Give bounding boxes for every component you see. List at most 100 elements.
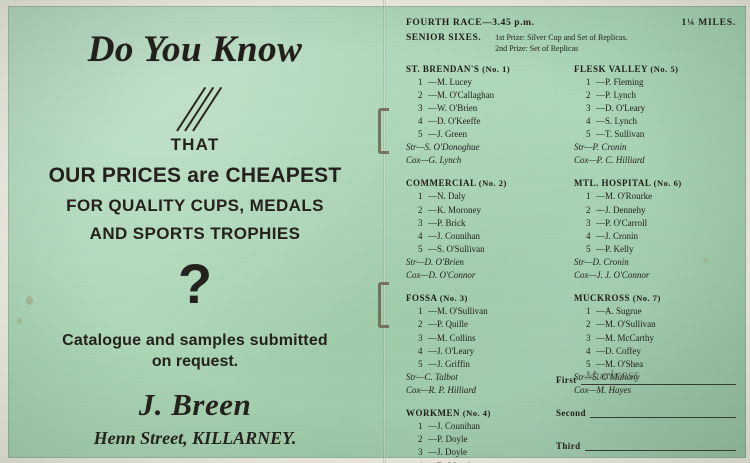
crew-member: Str—D. O'Brien xyxy=(406,256,564,269)
crew-member: 4 —J. Counihan xyxy=(418,230,564,243)
crew-block: ST. BRENDAN'S (No. 1) 1 —M. Lucey 2 —M. O'Ca… xyxy=(406,64,564,168)
crew-member-name: —P. Doyle xyxy=(428,434,468,445)
crew-member-name: —D. Murphy xyxy=(428,461,477,463)
crew-number: (No. 2) xyxy=(478,178,507,189)
crew-member-name: —J. Griffin xyxy=(428,358,470,369)
staple-top xyxy=(378,108,389,154)
advert-line-trophies: AND SPORTS TROPHIES xyxy=(89,224,301,243)
crew-column-right: FLESK VALLEY (No. 5) 1 —P. Fleming 2 —P. Lyn… xyxy=(574,64,732,463)
crew-member: 3 —P. O'Carroll xyxy=(586,217,732,230)
crew-block: COMMERCIAL (No. 2) 1 —N. Daly 2 —K. Moroney 3… xyxy=(406,178,564,282)
result-place-label: Second xyxy=(556,408,586,418)
race-distance: 1¼ MILES. xyxy=(681,18,736,28)
crew-number: (No. 6) xyxy=(653,178,682,189)
diagonal-stripes-ornament xyxy=(160,81,230,132)
crew-member-name: —P. Fleming xyxy=(596,76,644,87)
crew-member-position: 2 xyxy=(418,204,423,215)
crew-member-position: 1 xyxy=(418,191,423,202)
crew-member: 1 —P. Fleming xyxy=(586,76,732,89)
crew-member-position: 4 xyxy=(418,460,428,463)
prize-first: 1st Prize: Silver Cup and Set of Replica… xyxy=(495,33,628,42)
crew-member: 3 —J. Doyle xyxy=(418,446,564,459)
crew-member: Str—S. O'Mahony xyxy=(574,371,732,384)
crew-member-name: —M. Collins xyxy=(428,332,476,343)
result-place-label: First xyxy=(556,375,577,385)
event-name: SENIOR SIXES. xyxy=(406,33,482,43)
crew-member-list: 1 —M. O'Rourke 2 —J. Dennehy 3 —P. O'Carroll 4… xyxy=(574,190,732,282)
crew-member-name: —K. Moroney xyxy=(428,204,481,215)
crew-member: 3 —W. O'Brien xyxy=(418,102,564,115)
advert-line-prices: OUR PRICES are CHEAPEST xyxy=(48,164,342,187)
crew-member: 5 —T. Sullivan xyxy=(586,128,732,141)
crew-member-list: 1 —A. Sugrue 2 —M. O'Sullivan 3 —M. McCarthy 4… xyxy=(574,305,732,397)
crew-member-position: 2 xyxy=(418,89,423,100)
result-write-in-line[interactable]: Muckross xyxy=(580,366,736,385)
advertiser-address: Henn Street, KILLARNEY. xyxy=(93,428,297,448)
crew-member: 5 —S. O'Sullivan xyxy=(418,243,564,256)
crew-member-position: Cox xyxy=(406,385,421,396)
crew-name: ST. BRENDAN'S (No. 1) xyxy=(406,63,511,74)
crew-block: FOSSA (No. 3) 1 —M. O'Sullivan 2 —P. Quille 3… xyxy=(406,293,564,397)
staple-bottom xyxy=(378,282,389,328)
crew-member-position: 3 xyxy=(418,217,423,228)
crew-member-position: 3 xyxy=(418,447,423,458)
crew-member-name: —S. O'Mahony xyxy=(584,371,640,382)
crew-member-name: —S. O'Donoghue xyxy=(416,142,480,153)
advert-catalogue-line-1: Catalogue and samples submitted xyxy=(62,332,328,349)
crew-member-name: —J. Dennehy xyxy=(596,204,646,215)
crew-member-position: 2 xyxy=(586,319,591,330)
crew-member-position: 3 xyxy=(586,102,591,113)
crew-member: 5 —J. Griffin xyxy=(418,358,564,371)
crew-member-position: 2 xyxy=(586,204,591,215)
crew-member-position: Cox xyxy=(574,385,589,396)
crew-member-name: —D. O'Keeffe xyxy=(428,115,481,126)
crew-member-name: —P. Cronin xyxy=(584,142,627,153)
result-write-in-line[interactable] xyxy=(584,439,736,451)
crew-member-position: 3 xyxy=(586,332,591,343)
crew-name: FLESK VALLEY (No. 5) xyxy=(574,63,679,74)
handwritten-result: Muckross xyxy=(583,366,640,383)
crew-member: 3 —M. McCarthy xyxy=(586,332,732,345)
crew-member-name: —P. Quille xyxy=(428,319,469,330)
crew-member-position: Cox xyxy=(406,270,421,281)
crew-member-position: 3 xyxy=(418,102,423,113)
crew-member-name: —D. O'Connor xyxy=(420,270,476,281)
crew-member-name: —P. Kelly xyxy=(596,243,634,254)
crew-member-position: 3 xyxy=(586,217,591,228)
event-row: SENIOR SIXES. 1st Prize: Silver Cup and … xyxy=(406,33,736,55)
crew-member: 5 —J. Green xyxy=(418,128,564,141)
crew-member-name: —W. O'Brien xyxy=(428,102,478,113)
crew-member-name: —M. O'Callaghan xyxy=(428,89,495,100)
crew-member-position: 2 xyxy=(418,319,423,330)
result-write-in-line[interactable] xyxy=(589,406,736,418)
crew-member-position: 1 xyxy=(418,76,423,87)
crew-member-name: —P. O'Carroll xyxy=(596,217,648,228)
crew-member: 5 —P. Kelly xyxy=(586,243,732,256)
crew-member: 2 —P. Quille xyxy=(418,318,564,331)
crew-member-position: 1 xyxy=(586,191,591,202)
crew-member-position: 1 xyxy=(418,306,423,317)
crew-number: (No. 1) xyxy=(482,63,511,74)
crew-member: Cox—R. P. Hilliard xyxy=(406,384,564,397)
crew-member: Cox—M. Hayes xyxy=(574,384,732,397)
crew-member: Str—S. O'Donoghue xyxy=(406,141,564,154)
prize-second: 2nd Prize: Set of Replicas xyxy=(495,43,579,53)
crew-member: 4 —J. Cronin xyxy=(586,230,732,243)
crew-member-name: —N. Daly xyxy=(428,191,466,202)
crew-name: WORKMEN (No. 4) xyxy=(406,408,491,419)
crew-member-name: —J. Cronin xyxy=(596,230,639,241)
crew-columns: ST. BRENDAN'S (No. 1) 1 —M. Lucey 2 —M. O'Ca… xyxy=(406,64,736,463)
crew-member-name: —M. McCarthy xyxy=(596,332,654,343)
crew-member-name: —D. Coffey xyxy=(596,345,641,356)
crew-member: 2 —M. O'Sullivan xyxy=(586,318,732,331)
advert-headline: Do You Know xyxy=(87,29,303,70)
crew-member-name: —D. Cronin xyxy=(584,257,629,268)
crew-member-position: 4 xyxy=(418,115,423,126)
crew-member: Cox—J. J. O'Connor xyxy=(574,269,732,282)
crew-member-position: Str xyxy=(574,371,585,382)
crew-member: 1 —M. Lucey xyxy=(418,76,564,89)
crew-member-position: Cox xyxy=(574,155,589,166)
result-place-label: Third xyxy=(556,441,581,451)
race-header: FOURTH RACE—3.45 p.m. 1¼ MILES. xyxy=(406,18,736,28)
crew-member: 3 —P. Brick xyxy=(418,217,564,230)
